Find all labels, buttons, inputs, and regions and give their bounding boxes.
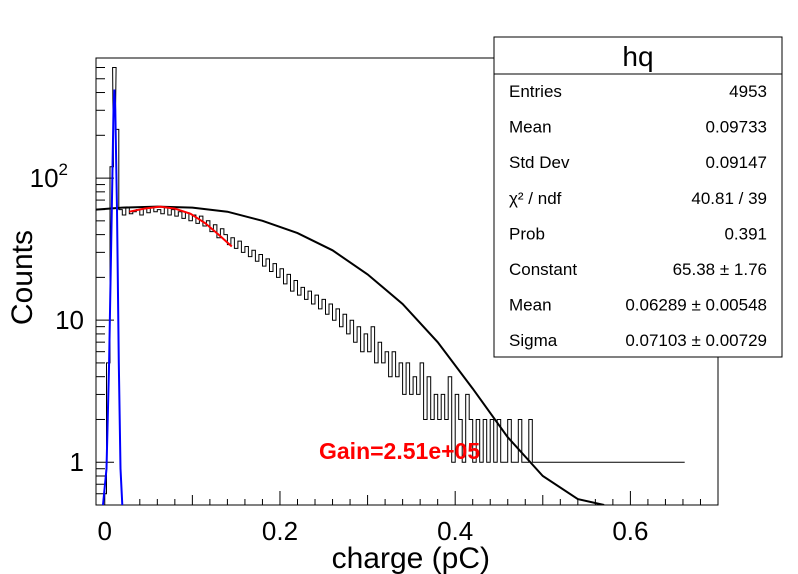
stats-row-value: 65.38 ± 1.76 <box>673 260 767 279</box>
stats-row-value: 0.09147 <box>706 153 767 172</box>
stats-row-value: 0.06289 ± 0.00548 <box>625 296 767 315</box>
stats-row-value: 40.81 / 39 <box>691 189 767 208</box>
x-axis-title: charge (pC) <box>332 542 490 574</box>
stats-row-label: Sigma <box>509 331 558 350</box>
y-tick-label: 102 <box>30 160 68 193</box>
stats-row-label: χ² / ndf <box>509 189 562 208</box>
y-tick-label: 10 <box>55 305 84 335</box>
x-tick-label: 0.6 <box>612 516 648 546</box>
stats-row-label: Std Dev <box>509 153 570 172</box>
local-fit-curve <box>129 205 233 248</box>
stats-row-value: 0.07103 ± 0.00729 <box>625 331 767 350</box>
pedestal-fit-curve <box>102 89 124 505</box>
x-tick-label: 0.2 <box>262 516 298 546</box>
stats-row-label: Mean <box>509 118 552 137</box>
x-tick-label: 0.4 <box>437 516 473 546</box>
stats-row-label: Mean <box>509 296 552 315</box>
histogram-series <box>103 67 685 495</box>
stats-row-label: Entries <box>509 82 562 101</box>
stats-row-value: 4953 <box>729 82 767 101</box>
stats-row-value: 0.09733 <box>706 118 767 137</box>
y-axis-title: Counts <box>6 230 39 325</box>
stats-row-label: Constant <box>509 260 577 279</box>
gain-annotation: Gain=2.51e+05 <box>319 438 480 464</box>
stats-box-title: hq <box>622 41 653 72</box>
x-tick-label: 0 <box>98 516 112 546</box>
y-tick-label: 1 <box>70 447 84 477</box>
stats-row-label: Prob <box>509 224 545 243</box>
total-fit-curve <box>96 205 605 505</box>
stats-row-value: 0.391 <box>724 224 767 243</box>
stats-box: hq Entries 4953 Mean 0.09733 Std Dev 0.09147 χ… <box>493 36 783 358</box>
